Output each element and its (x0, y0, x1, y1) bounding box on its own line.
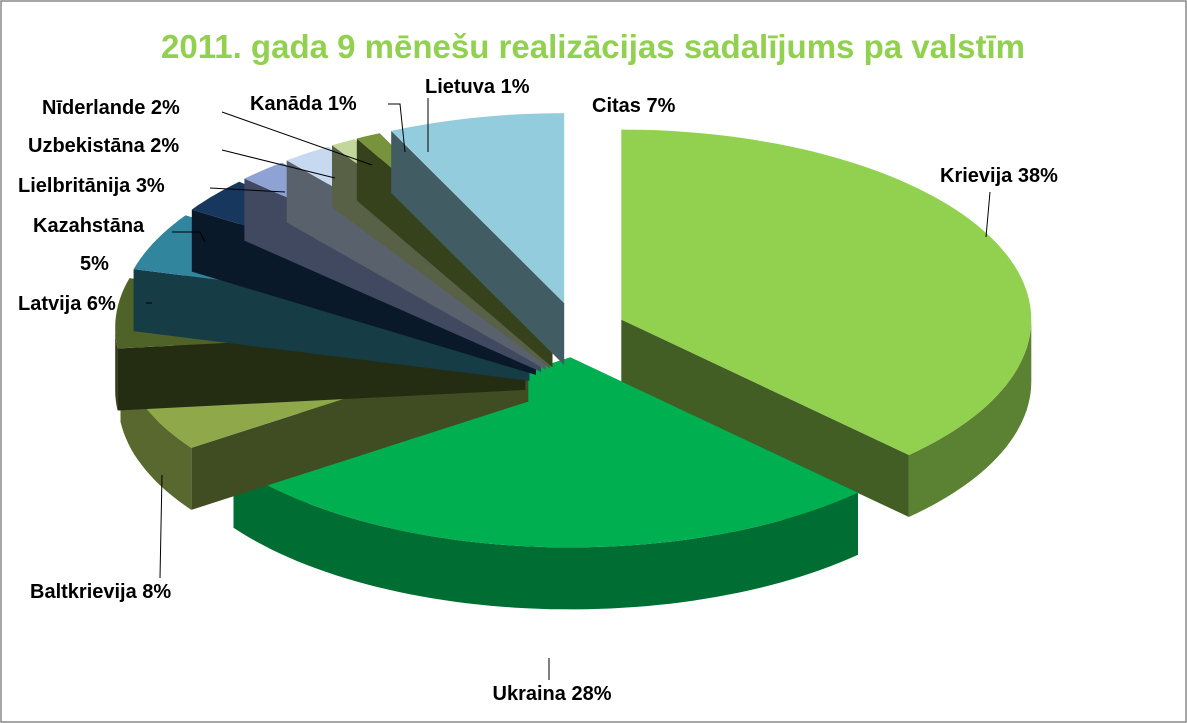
data-label: Uzbekistāna 2% (28, 135, 179, 157)
pie-slice (391, 113, 565, 366)
leader-line (221, 149, 336, 179)
leader-line (388, 103, 406, 153)
data-label: Ukraina 28% (493, 683, 612, 705)
category-name: Lielbritānija (18, 175, 131, 197)
data-label: Krievija 38% (940, 165, 1058, 187)
category-name: Kanāda (250, 93, 323, 115)
slice-wall (621, 319, 909, 517)
value-label: 7% (646, 95, 675, 117)
leader-line (985, 191, 991, 238)
value-label: 2% (151, 97, 180, 119)
data-label: Lielbritānija 3% (18, 175, 165, 197)
data-label: Baltkrievija 8% (30, 581, 171, 603)
value-label: 8% (142, 581, 171, 603)
value-label: 6% (87, 293, 116, 315)
value-label: 38% (1018, 165, 1058, 187)
leader-line (172, 231, 206, 243)
slice-side (115, 327, 118, 411)
slice-side (120, 360, 192, 510)
category-name: Kazahstāna (33, 215, 145, 237)
leader-line (159, 474, 163, 579)
category-name: Uzbekistāna (28, 135, 146, 157)
value-label: 1% (501, 76, 530, 98)
category-name: Lietuva (425, 76, 496, 98)
chart-title: 2011. gada 9 mēnešu realizācijas sadalīj… (161, 28, 1025, 65)
leader-line (209, 187, 286, 193)
data-label: Nīderlande 2% (42, 97, 180, 119)
data-label: Latvija 6% (18, 293, 116, 315)
slice-wall (133, 269, 530, 381)
value-label: 1% (328, 93, 357, 115)
slice-wall (391, 130, 565, 366)
slice-top (621, 129, 1032, 455)
data-label: Kazahstāna 5% (33, 215, 150, 275)
category-name: Nīderlande (42, 97, 145, 119)
category-name: Latvija (18, 293, 82, 315)
pie-slice (621, 129, 1032, 517)
category-name: Ukraina (493, 683, 567, 705)
slice-top (233, 357, 858, 548)
value-label: 2% (150, 135, 179, 157)
category-name: Krievija (940, 165, 1013, 187)
category-name: Citas (592, 95, 641, 117)
value-label: 3% (136, 175, 165, 197)
data-label: Lietuva 1% (425, 76, 530, 98)
value-label: 5% (80, 253, 109, 275)
slice-top (391, 113, 565, 304)
value-label: 28% (571, 683, 611, 705)
data-label: Citas 7% (592, 95, 676, 117)
slice-side (908, 319, 1032, 517)
leader-line (221, 111, 373, 166)
data-label: Kanāda 1% (250, 93, 357, 115)
category-name: Baltkrievija (30, 581, 138, 603)
slice-side (233, 465, 858, 610)
